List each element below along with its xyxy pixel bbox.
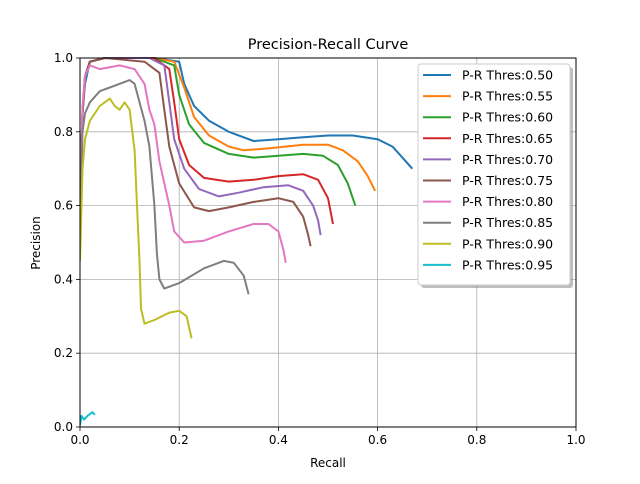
series-line-7	[80, 79, 250, 295]
x-axis: 0.0 0.2 0.4 0.6 0.8 1.0	[70, 427, 586, 447]
x-tick-label: 0.0	[70, 433, 89, 447]
chart-title: Precision-Recall Curve	[248, 37, 409, 53]
legend-label-9: P-R Thres:0.95	[462, 257, 553, 272]
y-tick-label: 0.6	[54, 199, 73, 213]
legend-label-6: P-R Thres:0.80	[462, 194, 553, 209]
y-axis-label: Precision	[29, 216, 43, 270]
legend-label-7: P-R Thres:0.85	[462, 215, 553, 230]
y-tick-label: 1.0	[54, 51, 73, 65]
legend-label-8: P-R Thres:0.90	[462, 236, 553, 251]
series-group	[80, 57, 414, 426]
legend-box	[417, 63, 571, 286]
legend: P-R Thres:0.50 P-R Thres:0.55 P-R Thres:0.…	[417, 63, 573, 288]
x-tick-label: 0.8	[467, 433, 486, 447]
x-tick-label: 0.4	[269, 433, 288, 447]
y-tick-label: 0.2	[54, 346, 73, 360]
plot-frame	[79, 57, 577, 428]
series-line-9	[80, 411, 96, 426]
x-axis-label: Recall	[310, 456, 346, 470]
y-tick-label: 0.4	[54, 272, 73, 286]
legend-label-3: P-R Thres:0.65	[462, 131, 553, 146]
series-line-6	[80, 64, 287, 263]
legend-label-4: P-R Thres:0.70	[462, 152, 553, 167]
x-tick-label: 1.0	[566, 433, 585, 447]
legend-label-0: P-R Thres:0.50	[462, 68, 553, 83]
legend-label-2: P-R Thres:0.60	[462, 110, 553, 125]
legend-label-5: P-R Thres:0.75	[462, 173, 553, 188]
y-axis: 0.0 0.2 0.4 0.6 0.8 1.0	[54, 51, 80, 434]
series-line-8	[80, 97, 193, 339]
series-line-5	[80, 57, 312, 247]
legend-label-1: P-R Thres:0.55	[462, 89, 553, 104]
x-tick-label: 0.2	[170, 433, 189, 447]
y-tick-label: 0.0	[54, 420, 73, 434]
y-tick-label: 0.8	[54, 125, 73, 139]
x-tick-label: 0.6	[368, 433, 387, 447]
